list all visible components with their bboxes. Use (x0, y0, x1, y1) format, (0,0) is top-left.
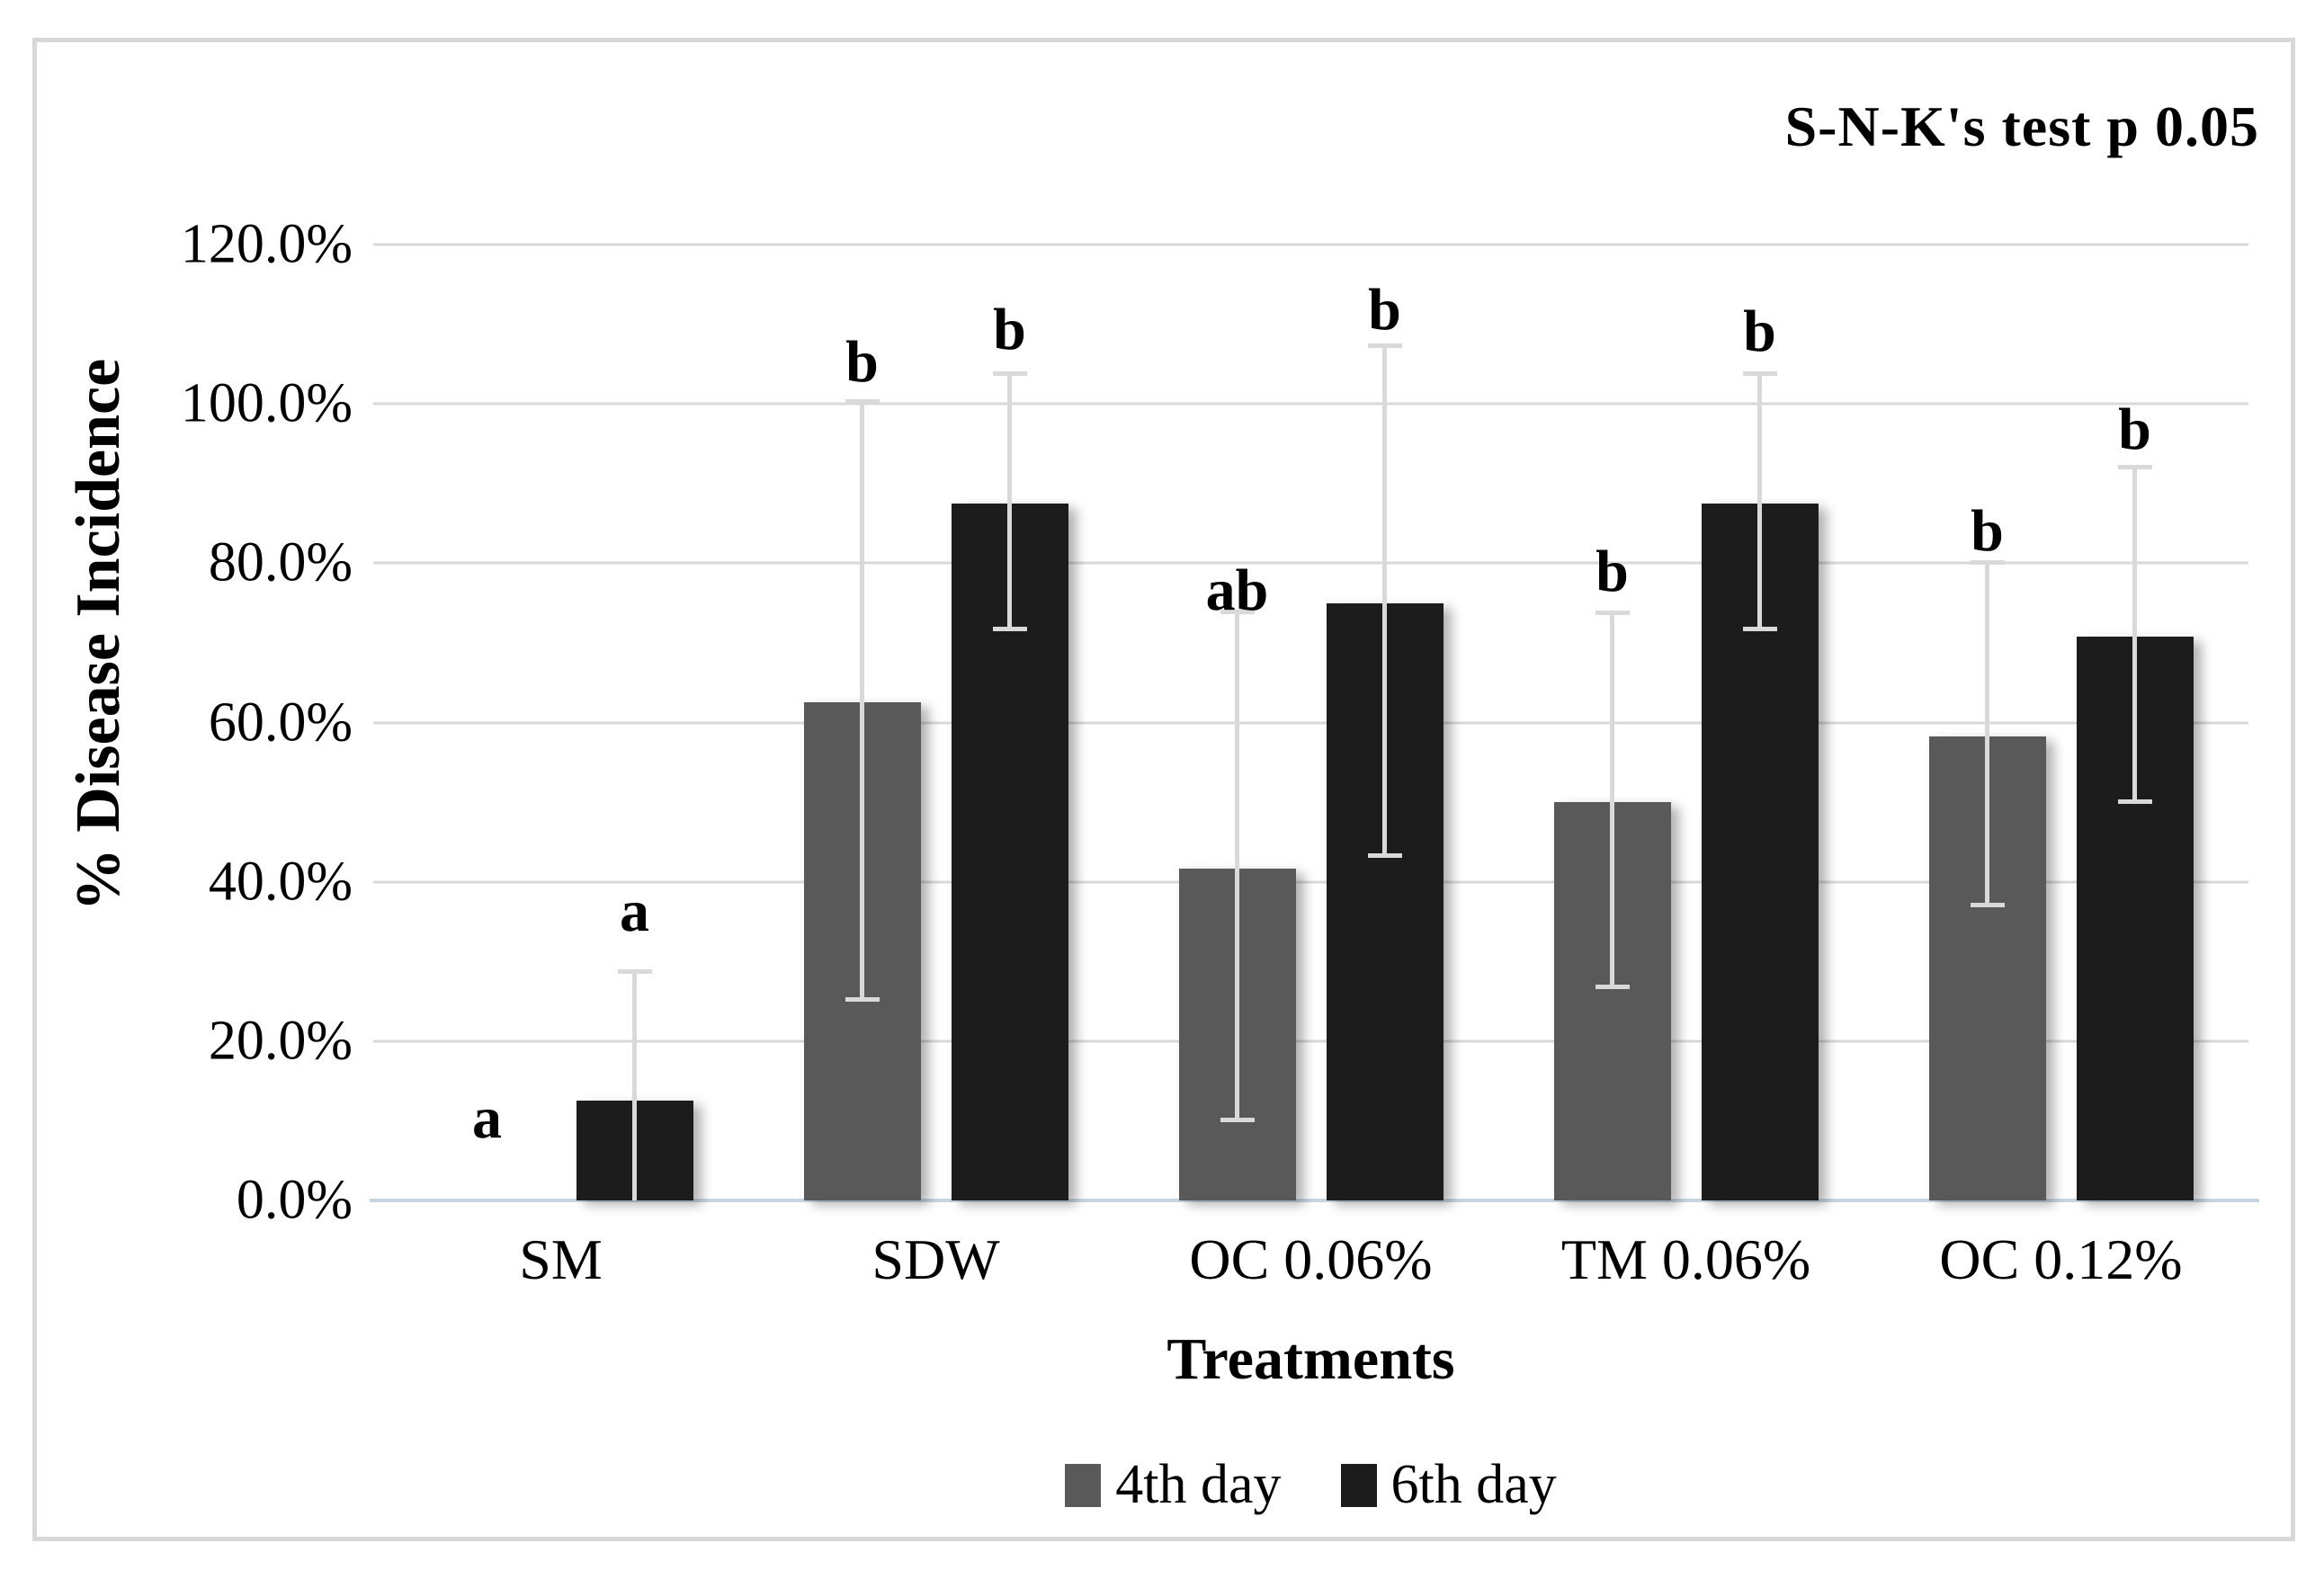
significance-letter: ab (1205, 558, 1269, 624)
x-axis-category-labels: SM SDW OC 0.06% TM 0.06% OC 0.12% (373, 1227, 2248, 1293)
bar-group-oc-0-06-: ab b (1123, 245, 1498, 1200)
significance-letter: b (2118, 397, 2151, 463)
chart-frame (32, 38, 2295, 1541)
x-axis-line (370, 1199, 2259, 1202)
error-bar (1007, 376, 1012, 631)
y-tick-label: 100.0% (180, 372, 353, 434)
error-bar (632, 973, 637, 1200)
y-tick-label: 60.0% (208, 691, 353, 753)
y-tick-label: 80.0% (208, 531, 353, 593)
error-bar-top-cap (1970, 560, 2005, 566)
significance-letter: b (993, 297, 1026, 363)
error-bar-top-cap (1742, 371, 1777, 377)
legend-item-4th-day: 4th day (1065, 1453, 1282, 1517)
significance-letter: a (472, 1085, 502, 1152)
error-bar-bottom-cap (1220, 1118, 1255, 1123)
error-bar (1757, 376, 1762, 631)
error-bar-top-cap (617, 968, 652, 974)
error-bar-bottom-cap (2117, 798, 2152, 804)
error-bar (2132, 468, 2137, 804)
error-bar-bottom-cap (1742, 626, 1777, 631)
significance-letter: b (845, 328, 879, 395)
y-tick-label: 0.0% (236, 1169, 353, 1231)
error-bar-bottom-cap (1595, 985, 1630, 990)
x-category-label: TM 0.06% (1560, 1227, 1811, 1291)
gridline (373, 243, 2248, 246)
legend-label: 6th day (1390, 1454, 1557, 1515)
gridline (373, 721, 2248, 724)
error-bar-bottom-cap (992, 626, 1027, 631)
error-bar-top-cap (845, 399, 880, 405)
significance-letter: b (1368, 277, 1401, 343)
error-bar-top-cap (1595, 610, 1630, 615)
error-bar-top-cap (992, 371, 1027, 377)
legend-swatch-icon (1340, 1463, 1377, 1507)
significance-letter: b (1596, 538, 1629, 604)
legend-label: 4th day (1115, 1454, 1282, 1515)
error-bar (1985, 565, 1989, 908)
error-bar-bottom-cap (845, 996, 880, 1002)
error-bar (860, 404, 864, 1002)
y-axis-tick-labels: 0.0% 20.0% 40.0% 60.0% 80.0% 100.0% 120.0% (108, 214, 353, 1231)
error-bar (1382, 348, 1387, 859)
error-bar-top-cap (1220, 610, 1255, 615)
error-bar-bottom-cap (1970, 903, 2005, 908)
x-axis-title: Treatments (1166, 1326, 1455, 1392)
error-bar-top-cap (2117, 464, 2152, 469)
chart-title: S-N-K's test p 0.05 (1784, 94, 2259, 158)
error-bar-top-cap (1367, 343, 1402, 349)
gridline (373, 402, 2248, 406)
y-tick-label: 40.0% (208, 851, 353, 913)
gridline (373, 561, 2248, 565)
legend-item-6th-day: 6th day (1340, 1453, 1557, 1517)
x-category-label: OC 0.12% (1939, 1227, 2183, 1291)
y-tick-label: 120.0% (180, 213, 353, 275)
legend: 4th day 6th day (373, 1453, 2248, 1517)
gridline (373, 880, 2248, 884)
y-tick-label: 20.0% (208, 1010, 353, 1072)
significance-letter: b (1971, 497, 2004, 564)
significance-letter: b (1743, 299, 1776, 365)
x-category-label: SM (519, 1227, 603, 1291)
legend-swatch-icon (1065, 1463, 1102, 1507)
error-bar (1610, 614, 1614, 990)
x-category-label: SDW (872, 1227, 1000, 1291)
error-bar-bottom-cap (1367, 853, 1402, 859)
gridline (373, 1039, 2248, 1043)
significance-letter: a (620, 879, 649, 945)
error-bar (1235, 614, 1239, 1123)
x-category-label: OC 0.06% (1189, 1227, 1433, 1291)
plot-area: a a b b ab b b b b b (370, 243, 2259, 1202)
